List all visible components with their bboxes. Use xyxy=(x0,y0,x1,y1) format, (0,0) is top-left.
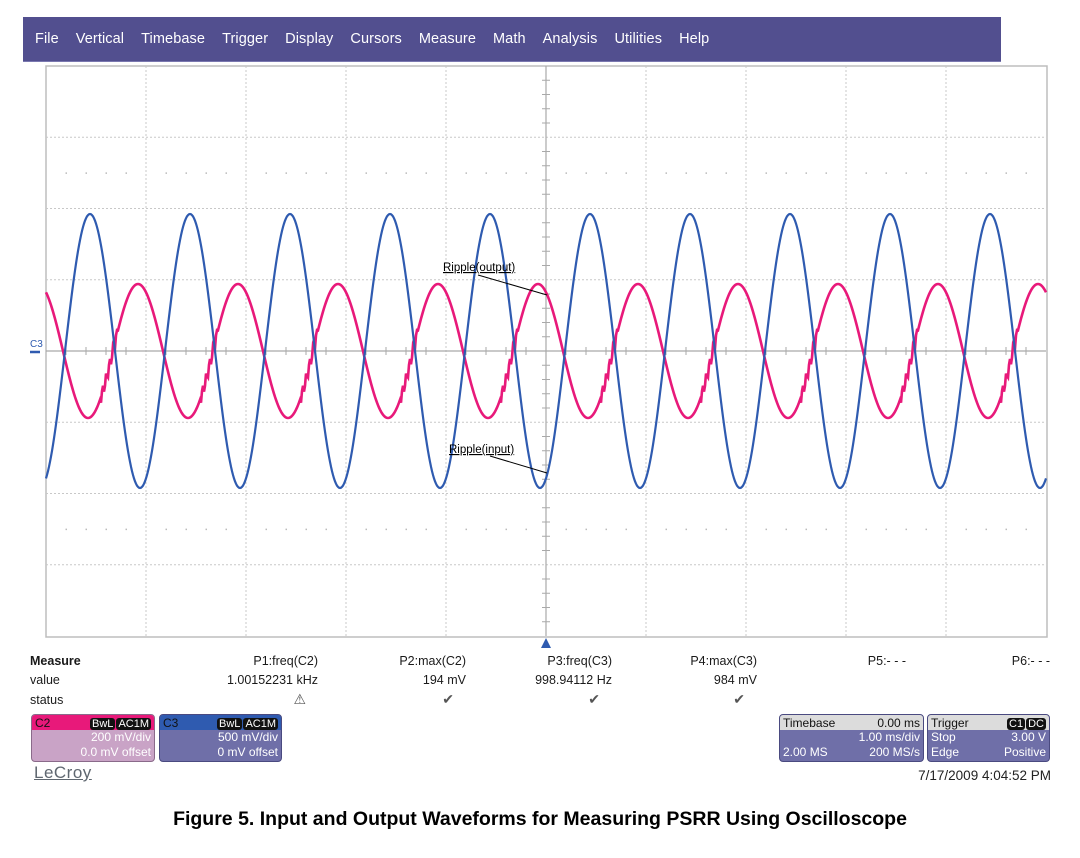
menu-file[interactable]: File xyxy=(35,31,59,47)
timebase-descriptor[interactable]: Timebase 0.00 ms 1.00 ms/div 2.00 MS 200… xyxy=(779,714,924,762)
measure-param-value: 984 mV xyxy=(713,673,757,687)
menu-utilities[interactable]: Utilities xyxy=(614,31,663,47)
trigger-position-icon[interactable] xyxy=(541,638,551,648)
timebase-samples: 2.00 MS xyxy=(783,745,828,759)
trigger-mode: Stop xyxy=(931,730,956,744)
measure-status-label: status xyxy=(30,693,64,707)
menu-help[interactable]: Help xyxy=(679,31,710,47)
menu-bar: File Vertical Timebase Trigger Display C… xyxy=(23,17,1001,62)
channel-c3-descriptor[interactable]: C3 BwL AC1M 500 mV/div 0 mV offset xyxy=(159,714,282,762)
menu-math[interactable]: Math xyxy=(493,31,526,47)
check-icon: ✔ xyxy=(588,691,600,707)
measure-param-name[interactable]: P3:freq(C3) xyxy=(547,654,612,668)
check-icon: ✔ xyxy=(442,691,454,707)
timebase-title: Timebase xyxy=(783,715,836,730)
measure-title: Measure xyxy=(30,654,81,668)
trigger-source-tag: C1 xyxy=(1007,717,1026,730)
trigger-coupling-tag: DC xyxy=(1026,717,1046,730)
measure-param-value: 194 mV xyxy=(422,673,466,687)
check-icon: ✔ xyxy=(733,691,745,707)
trace-c3-input xyxy=(44,212,1048,490)
c3-offset: 0 mV offset xyxy=(217,745,278,759)
measure-param-name[interactable]: P2:max(C2) xyxy=(399,654,466,668)
trigger-type: Edge xyxy=(931,745,960,759)
figure-caption: Figure 5. Input and Output Waveforms for… xyxy=(173,808,907,830)
measure-param-value: 1.00152231 kHz xyxy=(226,673,318,687)
waveform-display[interactable]: C3 Ripple(output) Ripple(input) xyxy=(0,0,1080,660)
c2-coupling-tag: AC1M xyxy=(116,717,151,730)
timestamp: 7/17/2009 4:04:52 PM xyxy=(918,768,1051,783)
menu-display[interactable]: Display xyxy=(285,31,334,47)
channel-marker-c3: C3 xyxy=(30,339,43,350)
trace-c2-output xyxy=(44,282,1048,420)
c2-scale: 200 mV/div xyxy=(90,730,151,744)
annotation-ripple-output: Ripple(output) xyxy=(443,262,515,274)
channel-c2-descriptor[interactable]: C2 BwL AC1M 200 mV/div 0.0 mV offset xyxy=(31,714,155,762)
menu-timebase[interactable]: Timebase xyxy=(141,31,206,47)
measure-param-value: 998.94112 Hz xyxy=(535,673,612,687)
menu-cursors[interactable]: Cursors xyxy=(350,31,402,47)
trigger-level: 3.00 V xyxy=(1011,730,1046,744)
c3-bwl-tag: BwL xyxy=(217,717,243,730)
menu-trigger[interactable]: Trigger xyxy=(222,31,269,47)
warning-icon: ⚠ xyxy=(293,691,306,707)
c2-offset: 0.0 mV offset xyxy=(80,745,151,759)
trigger-slope: Positive xyxy=(1003,745,1046,759)
measure-param-name[interactable]: P6:- - - xyxy=(1011,654,1050,668)
measure-value-label: value xyxy=(30,673,60,687)
menu-measure[interactable]: Measure xyxy=(418,31,476,47)
measure-param-name[interactable]: P5:- - - xyxy=(867,654,906,668)
c3-scale: 500 mV/div xyxy=(217,730,278,744)
trigger-descriptor[interactable]: Trigger C1 DC Stop 3.00 V Edge Positive xyxy=(927,714,1050,762)
trigger-title: Trigger xyxy=(931,715,969,730)
brand-logo: LeCroy xyxy=(34,763,92,782)
menu-analysis[interactable]: Analysis xyxy=(542,31,598,47)
c2-label: C2 xyxy=(35,715,51,730)
timebase-delay: 0.00 ms xyxy=(877,715,920,730)
timebase-rate: 200 MS/s xyxy=(869,745,920,759)
measure-param-name[interactable]: P4:max(C3) xyxy=(690,654,757,668)
c2-bwl-tag: BwL xyxy=(90,717,116,730)
annotation-ripple-input: Ripple(input) xyxy=(449,444,514,456)
c3-coupling-tag: AC1M xyxy=(243,717,278,730)
c3-label: C3 xyxy=(163,715,179,730)
timebase-scale: 1.00 ms/div xyxy=(858,730,920,744)
measure-param-name[interactable]: P1:freq(C2) xyxy=(253,654,318,668)
menu-vertical[interactable]: Vertical xyxy=(75,31,125,47)
